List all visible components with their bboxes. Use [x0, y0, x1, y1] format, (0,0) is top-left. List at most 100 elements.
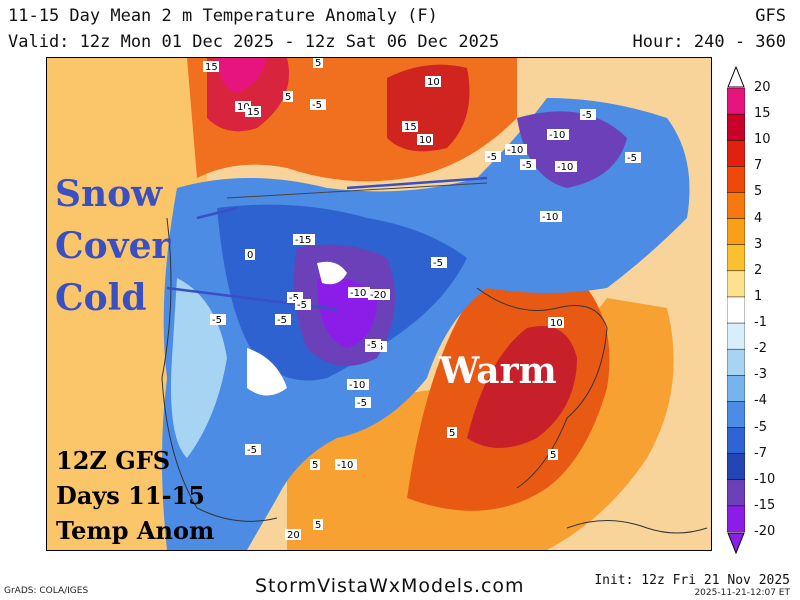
caribbean-outline [566, 520, 708, 534]
east-coastline [476, 287, 608, 489]
contour-label: -15 [295, 235, 311, 246]
colorbar-swatch [727, 322, 745, 350]
contour-label: -5 [357, 398, 367, 409]
contour-label-bg [540, 211, 562, 222]
contour-label-bg [275, 314, 291, 325]
contour-label-bg [245, 249, 255, 260]
warm-max-region [467, 326, 577, 448]
colorbar-swatch [727, 192, 745, 220]
grads-credit: GrADS: COLA/IGES [4, 586, 89, 596]
colorbar-swatch [727, 139, 745, 168]
contour-label: 5 [312, 460, 318, 471]
contour-label-bg [580, 109, 596, 120]
contour-label: 10 [237, 102, 250, 113]
annotation-arrows [166, 206, 338, 312]
colorbar-level-label: 20 [754, 80, 771, 95]
contour-label: 10 [419, 135, 432, 146]
contour-label: -5 [277, 315, 287, 326]
colorbar-level-label: -3 [754, 367, 767, 383]
colorbar-swatch [727, 88, 745, 115]
contour-label-bg [295, 299, 311, 310]
contour-label: -5 [367, 340, 377, 351]
contour-label: -10 [337, 460, 353, 471]
contour-label-bg [548, 449, 558, 460]
contour-label-bg [548, 317, 564, 328]
colorbar-level-label: 15 [754, 106, 771, 122]
contour-label: 5 [285, 92, 291, 103]
colorbar-swatch [727, 375, 745, 403]
colorbar-level-label: 1 [754, 288, 763, 304]
contour-label-bg [368, 289, 390, 300]
contour-label: 15 [205, 62, 218, 73]
contour-label: -10 [557, 162, 573, 173]
contour-label: 5 [449, 428, 455, 439]
contour-label-bg [431, 257, 447, 268]
contour-label-bg [402, 121, 418, 132]
contour-label-bg [485, 151, 501, 162]
contour-label: -10 [350, 288, 366, 299]
colorbar-swatch [727, 505, 745, 532]
annotation-line-1: 12Z GFS [56, 446, 171, 475]
contour-label-bg [313, 58, 323, 68]
contour-label-bg [365, 339, 381, 350]
contour-label: -10 [542, 212, 558, 223]
annotation-line-3: Temp Anom [56, 516, 215, 545]
contour-label-bg [355, 397, 371, 408]
west-coastline [161, 217, 278, 522]
alaska-warm-peak [217, 58, 267, 93]
colorbar-level-label: -10 [754, 471, 776, 487]
contour-label-bg [245, 444, 261, 455]
colorbar-level-label: 4 [754, 210, 763, 226]
contour-label-bg [293, 234, 315, 245]
colorbar-level-label: 3 [754, 236, 763, 252]
contour-label-bg [283, 91, 293, 102]
contour-label-bg [203, 61, 219, 72]
contour-label-bg [417, 134, 433, 145]
contour-label: 0 [247, 250, 253, 261]
colorbar-top-arrow [727, 66, 745, 88]
contour-label-bg [348, 287, 370, 298]
model-name: GFS [755, 6, 786, 26]
contour-label-bg [335, 459, 357, 470]
contour-label-bg [310, 459, 320, 470]
contour-label: -5 [247, 445, 257, 456]
contour-label-bg [285, 529, 301, 540]
colorbar-swatch [727, 218, 745, 246]
contour-label: -5 [312, 100, 322, 111]
colorbar-swatch [727, 296, 745, 324]
contour-label-bg [625, 152, 641, 163]
colorbar-swatch [727, 113, 745, 141]
contour-label-bg [310, 99, 326, 110]
hudson-cold-max [517, 111, 627, 188]
warm-label: Warm [439, 350, 557, 392]
contour-labels: 15101555101510-5-10-5-10-5-10-15-20-10-5… [203, 58, 641, 541]
contour-label-bg [555, 161, 577, 172]
forecast-hour: Hour: 240 - 360 [632, 32, 786, 52]
snow-label: Snow [55, 173, 163, 215]
colorbar-swatch [727, 453, 745, 481]
colorbar-swatch [727, 244, 745, 272]
contour-label-bg [547, 129, 569, 140]
contour-label: 5 [315, 58, 321, 69]
colorbar-level-label: -7 [754, 445, 767, 461]
contour-label: -10 [507, 145, 523, 156]
contour-label-bg [313, 519, 323, 530]
contour-label: 10 [550, 318, 563, 329]
colorbar-swatch [727, 427, 745, 455]
contour-label: -5 [487, 152, 497, 163]
colorbar-swatch [727, 401, 745, 429]
contour-label-bg [210, 314, 226, 325]
colorbar-level-label: -15 [754, 497, 776, 513]
contour-label: 15 [404, 122, 417, 133]
temperature-anomaly-map: 15 10 15 5 5 10 15 10 -5 -10 -5 -10 -5 -10 -15 -20 -10 -5… [46, 57, 712, 551]
contour-label: 20 [287, 530, 300, 541]
colorbar-level-label: -4 [754, 393, 767, 409]
contour-label: -10 [349, 380, 365, 391]
contour-label: -20 [370, 290, 386, 301]
contour-label-bg [347, 379, 369, 390]
colorbar-level-label: 2 [754, 262, 763, 278]
contour-label: -5 [212, 315, 222, 326]
colorbar-swatch [727, 166, 745, 194]
generated-timestamp: 2025-11-21-12:07 ET [694, 588, 790, 598]
cold-label: Cold [55, 277, 147, 319]
